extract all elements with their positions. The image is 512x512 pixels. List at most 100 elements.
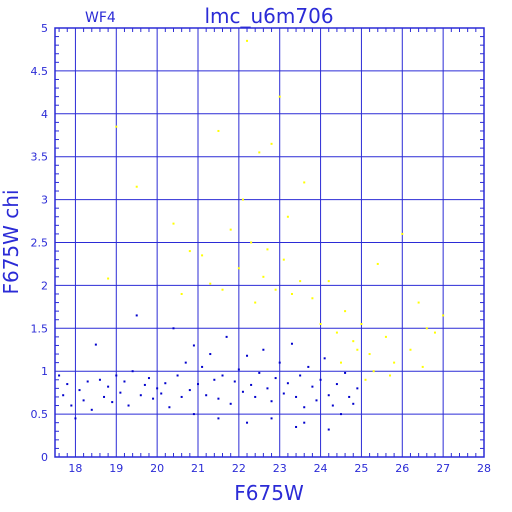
data-point-yellow bbox=[384, 335, 387, 338]
data-point-yellow bbox=[344, 310, 347, 313]
data-point-blue bbox=[319, 378, 322, 381]
data-point-yellow bbox=[115, 125, 118, 128]
data-point-yellow bbox=[360, 323, 363, 326]
data-point-yellow bbox=[278, 95, 281, 98]
data-point-blue bbox=[303, 421, 306, 424]
data-point-blue bbox=[303, 406, 306, 409]
data-point-blue bbox=[270, 417, 273, 420]
data-point-blue bbox=[139, 394, 142, 397]
x-tick-label: 18 bbox=[68, 462, 82, 475]
data-point-blue bbox=[246, 421, 249, 424]
data-point-blue bbox=[327, 394, 330, 397]
y-tick-label: 4 bbox=[41, 108, 48, 121]
data-point-blue bbox=[237, 368, 240, 371]
data-point-yellow bbox=[356, 348, 359, 351]
data-point-blue bbox=[172, 327, 175, 330]
data-point-yellow bbox=[364, 378, 367, 381]
data-point-blue bbox=[282, 392, 285, 395]
data-point-blue bbox=[229, 402, 232, 405]
data-point-blue bbox=[115, 374, 118, 377]
plot-frame bbox=[54, 27, 485, 458]
data-point-yellow bbox=[368, 353, 371, 356]
data-point-blue bbox=[254, 395, 257, 398]
data-point-yellow bbox=[290, 292, 293, 295]
data-point-blue bbox=[201, 365, 204, 368]
x-tick-label: 26 bbox=[395, 462, 409, 475]
data-point-blue bbox=[176, 374, 179, 377]
data-point-blue bbox=[233, 380, 236, 383]
data-point-yellow bbox=[311, 297, 314, 300]
data-point-yellow bbox=[352, 340, 355, 343]
data-point-blue bbox=[286, 382, 289, 385]
data-point-blue bbox=[348, 395, 351, 398]
y-tick-label: 2 bbox=[41, 279, 48, 292]
data-point-yellow bbox=[266, 248, 269, 251]
data-point-blue bbox=[164, 382, 167, 385]
data-point-yellow bbox=[372, 370, 375, 373]
data-point-blue bbox=[241, 390, 244, 393]
y-tick-label: 5 bbox=[41, 22, 48, 35]
x-tick-label: 28 bbox=[477, 462, 491, 475]
x-tick-label: 23 bbox=[273, 462, 287, 475]
data-point-blue bbox=[107, 385, 110, 388]
data-point-blue bbox=[266, 387, 269, 390]
data-point-blue bbox=[262, 348, 265, 351]
data-point-blue bbox=[311, 385, 314, 388]
data-point-blue bbox=[168, 406, 171, 409]
data-point-blue bbox=[205, 394, 208, 397]
chart-title: lmc_u6m706 bbox=[204, 4, 333, 28]
data-point-yellow bbox=[376, 262, 379, 265]
data-point-blue bbox=[274, 377, 277, 380]
data-point-blue bbox=[246, 354, 249, 357]
data-point-blue bbox=[221, 374, 224, 377]
data-point-yellow bbox=[262, 275, 265, 278]
data-point-yellow bbox=[107, 277, 110, 280]
data-point-blue bbox=[295, 425, 298, 428]
x-tick-label: 19 bbox=[109, 462, 123, 475]
y-tick-label: 1.5 bbox=[31, 322, 49, 335]
data-point-yellow bbox=[217, 129, 220, 132]
data-point-blue bbox=[66, 383, 69, 386]
data-point-yellow bbox=[258, 151, 261, 154]
data-point-blue bbox=[335, 383, 338, 386]
data-point-blue bbox=[58, 374, 61, 377]
data-point-blue bbox=[94, 343, 97, 346]
data-point-blue bbox=[111, 401, 114, 404]
data-point-yellow bbox=[229, 228, 232, 231]
data-point-blue bbox=[278, 361, 281, 364]
x-tick-label: 24 bbox=[314, 462, 328, 475]
data-point-blue bbox=[327, 428, 330, 431]
data-point-blue bbox=[103, 395, 106, 398]
data-point-yellow bbox=[237, 267, 240, 270]
data-points bbox=[58, 39, 445, 431]
y-tick-label: 2.5 bbox=[31, 237, 49, 250]
data-point-yellow bbox=[401, 232, 404, 235]
y-tick-label: 0 bbox=[41, 451, 48, 464]
data-point-blue bbox=[340, 413, 342, 416]
data-point-blue bbox=[127, 404, 130, 407]
data-point-yellow bbox=[246, 39, 249, 42]
data-point-blue bbox=[323, 357, 326, 360]
data-point-blue bbox=[209, 353, 212, 356]
data-point-blue bbox=[192, 344, 195, 347]
data-point-blue bbox=[258, 371, 261, 374]
data-point-blue bbox=[119, 391, 122, 394]
data-point-blue bbox=[307, 365, 310, 368]
data-point-yellow bbox=[319, 323, 322, 326]
data-point-blue bbox=[352, 402, 355, 405]
data-point-yellow bbox=[389, 374, 392, 377]
data-point-yellow bbox=[282, 258, 285, 261]
corner-label: WF4 bbox=[85, 10, 116, 26]
data-point-yellow bbox=[201, 254, 204, 257]
data-point-yellow bbox=[188, 250, 191, 253]
y-tick-label: 0.5 bbox=[31, 408, 49, 421]
data-point-blue bbox=[74, 417, 77, 420]
data-point-blue bbox=[197, 383, 199, 386]
data-point-yellow bbox=[135, 185, 138, 188]
data-point-blue bbox=[270, 400, 273, 403]
y-axis-label: F675W chi bbox=[0, 189, 23, 294]
data-point-yellow bbox=[425, 327, 428, 330]
data-point-blue bbox=[344, 371, 347, 374]
data-point-blue bbox=[123, 380, 126, 383]
data-point-yellow bbox=[327, 280, 330, 283]
